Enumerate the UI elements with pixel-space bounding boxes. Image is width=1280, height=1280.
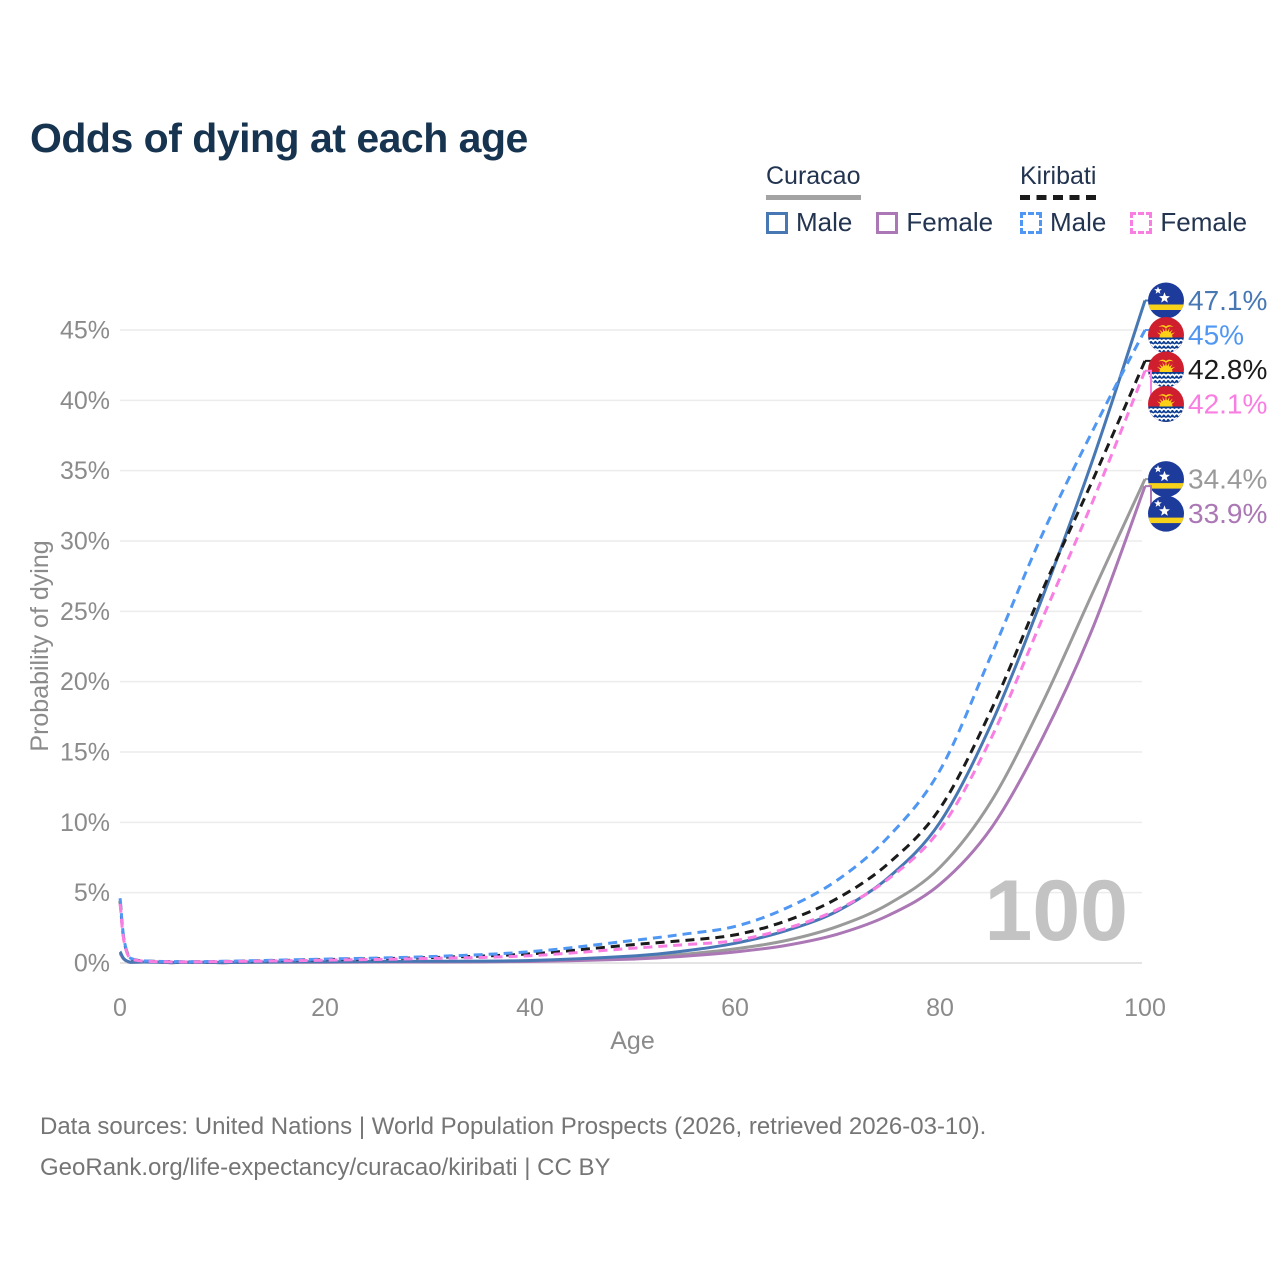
curacao-male-label: Male [796,207,853,237]
legend-items-kiribati: Male Female [1020,207,1271,238]
legend-item-curacao-female[interactable]: Female [876,207,993,238]
curacao-female-label: Female [906,207,994,237]
y-tick-label-5%: 5% [74,879,110,907]
legend-group-curacao: Curacao Male Female [766,162,1017,238]
kiribati-flag-icon [1148,317,1184,354]
x-axis-label: Age [610,1027,654,1055]
y-tick-label-0%: 0% [74,950,110,978]
footer-attribution: GeoRank.org/life-expectancy/curacao/kiri… [40,1154,611,1181]
curacao-female-swatch [876,211,899,234]
y-tick-label-35%: 35% [60,457,110,485]
curacao-flag-icon [1148,461,1184,497]
footer: Data sources: United Nations | World Pop… [40,1106,986,1188]
legend-item-kiribati-female[interactable]: Female [1130,207,1247,238]
hover-age-watermark: 100 [985,863,1129,959]
kiribati-male-label: Male [1050,207,1107,237]
end-value-label-curacao-male: 47.1% [1188,285,1267,316]
x-tick-label-40: 40 [516,994,544,1022]
page-title: Odds of dying at each age [30,115,528,162]
footer-data-sources: Data sources: United Nations | World Pop… [40,1113,987,1140]
y-tick-label-15%: 15% [60,739,110,767]
legend-items-curacao: Male Female [766,207,1017,238]
kiribati-flag-icon [1148,352,1184,389]
y-tick-label-40%: 40% [60,387,110,415]
x-tick-label-60: 60 [721,994,749,1022]
legend-country-kiribati[interactable]: Kiribati [1020,162,1097,200]
kiribati-female-swatch [1130,211,1153,234]
x-tick-label-100: 100 [1124,994,1166,1022]
end-value-label-kiribati-male: 45% [1188,319,1244,350]
y-tick-label-20%: 20% [60,668,110,696]
legend: Curacao Male Female Kiribati Mal [0,0,1280,250]
y-tick-label-45%: 45% [60,317,110,345]
end-value-label-kiribati: 42.8% [1188,354,1267,385]
kiribati-female-label: Female [1160,207,1248,237]
curacao-male-swatch [766,211,788,234]
legend-item-curacao-male[interactable]: Male [766,207,852,238]
kiribati-flag-icon [1148,386,1184,423]
x-tick-label-0: 0 [113,994,127,1022]
kiribati-male-swatch [1020,211,1042,234]
legend-country-kiribati-label: Kiribati [1020,162,1097,190]
end-value-label-kiribati-female: 42.1% [1188,388,1267,419]
curacao-flag-icon [1148,496,1184,532]
y-axis-label: Probability of dying [26,540,54,751]
legend-country-curacao[interactable]: Curacao [766,162,861,200]
y-tick-label-10%: 10% [60,809,110,837]
x-tick-label-80: 80 [926,994,954,1022]
legend-item-kiribati-male[interactable]: Male [1020,207,1106,238]
curve-kiribati-female[interactable] [118,370,1147,964]
end-value-label-curacao: 34.4% [1188,464,1267,495]
y-tick-label-30%: 30% [60,528,110,556]
end-value-label-curacao-female: 33.9% [1188,498,1267,529]
x-tick-label-20: 20 [311,994,339,1022]
legend-group-kiribati: Kiribati Male Female [1020,162,1271,238]
legend-country-curacao-label: Curacao [766,162,861,190]
y-tick-label-25%: 25% [60,598,110,626]
curacao-flag-icon [1148,283,1184,319]
